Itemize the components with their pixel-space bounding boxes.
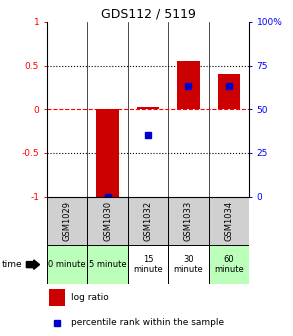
Text: 15
minute: 15 minute [133,255,163,274]
Bar [128,245,168,284]
Bar [87,245,128,284]
Bar [87,197,128,245]
Text: GSM1034: GSM1034 [224,201,233,241]
Bar [137,108,159,109]
Text: GSM1029: GSM1029 [63,201,71,241]
Text: GSM1030: GSM1030 [103,201,112,241]
Bar [177,61,200,109]
Bar [49,289,65,306]
Text: percentile rank within the sample: percentile rank within the sample [71,319,224,327]
Title: GDS112 / 5119: GDS112 / 5119 [100,8,195,21]
Bar [47,197,87,245]
Text: 5 minute: 5 minute [89,260,126,269]
Bar [209,245,249,284]
Text: 0 minute: 0 minute [48,260,86,269]
Bar [47,245,87,284]
Bar [128,197,168,245]
Bar [218,74,240,109]
Text: 30
minute: 30 minute [173,255,203,274]
Text: time: time [1,260,22,269]
Text: 60
minute: 60 minute [214,255,244,274]
Text: GSM1033: GSM1033 [184,201,193,241]
Bar [168,197,209,245]
Bar [209,197,249,245]
Bar [168,245,209,284]
Bar [96,109,119,197]
Text: log ratio: log ratio [71,293,109,302]
Text: GSM1032: GSM1032 [144,201,152,241]
